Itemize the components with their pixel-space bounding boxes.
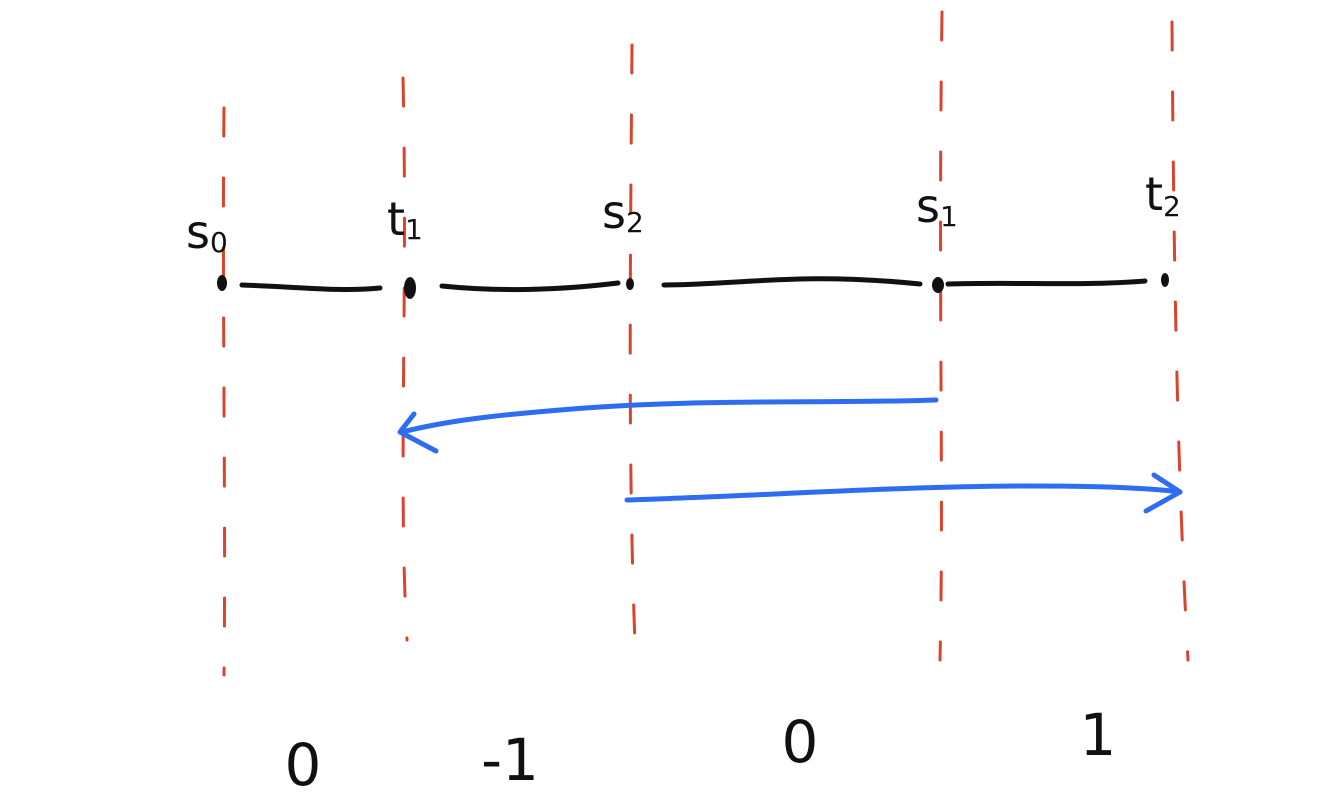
guide-line	[938, 10, 944, 662]
guide-line	[1170, 20, 1190, 662]
point-name: t	[1145, 167, 1163, 221]
region-value: 0	[782, 708, 819, 776]
guide-line	[401, 76, 409, 642]
point-name: t	[387, 192, 405, 246]
point	[404, 277, 416, 299]
point-name: s	[602, 185, 626, 239]
guide-line	[628, 43, 638, 670]
point	[1161, 273, 1169, 287]
point-label: s2	[602, 185, 644, 239]
point-label: t1	[387, 192, 423, 246]
guide-line	[221, 106, 227, 677]
point-name: s	[186, 205, 210, 259]
arrow-left	[399, 397, 939, 435]
point-label: s0	[186, 205, 228, 259]
point-label: t2	[1145, 167, 1181, 223]
point	[626, 278, 634, 290]
point-subscript: 1	[405, 213, 423, 246]
point-name: s	[916, 179, 940, 233]
arrow-head	[1143, 472, 1183, 514]
arrow-head	[397, 411, 439, 454]
line-segment	[239, 282, 383, 292]
point-subscript: 2	[1163, 190, 1181, 223]
point	[932, 277, 944, 293]
point-subscript: 1	[940, 200, 958, 233]
region-value: 1	[1080, 701, 1117, 769]
point	[217, 275, 227, 291]
point-subscript: 0	[210, 226, 228, 259]
region-value: 0	[285, 731, 322, 799]
point-subscript: 2	[626, 206, 644, 239]
point-label: s1	[916, 179, 958, 233]
line-segment	[439, 280, 621, 293]
arrow-right	[624, 483, 1183, 503]
line-segment	[661, 276, 923, 288]
line-segment	[945, 278, 1148, 287]
region-value: -1	[481, 726, 539, 794]
